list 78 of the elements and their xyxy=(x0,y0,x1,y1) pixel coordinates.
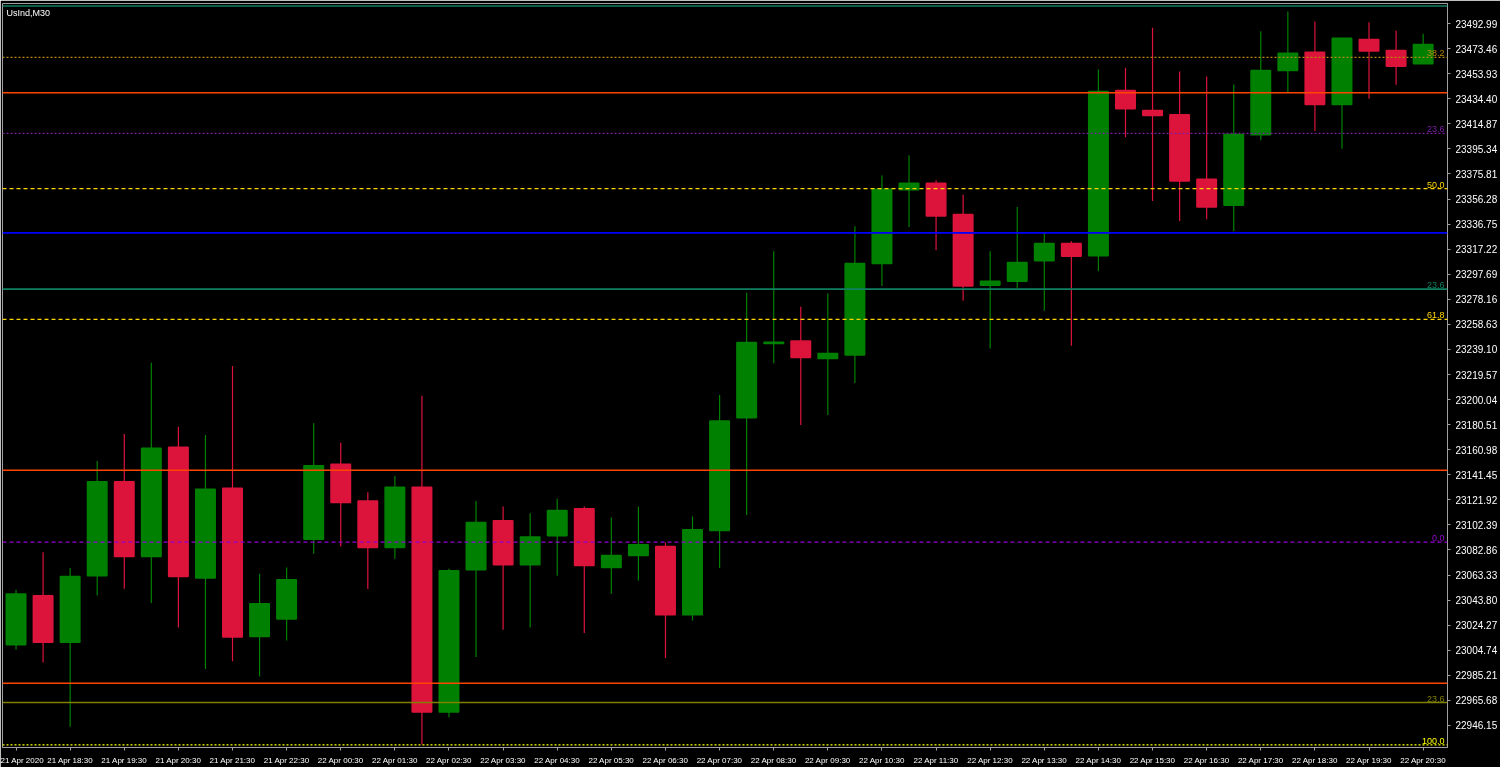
y-tick-label: 23434.40 xyxy=(1455,93,1498,105)
x-tick-label: 22 Apr 11:30 xyxy=(913,755,959,765)
y-tick-label: 23239.10 xyxy=(1455,344,1498,356)
x-tick-label: 22 Apr 08:30 xyxy=(750,755,797,765)
x-tick-label: 22 Apr 10:30 xyxy=(859,755,905,765)
x-tick-label: 22 Apr 20:30 xyxy=(1400,755,1447,765)
y-tick-label: 23063.33 xyxy=(1455,570,1498,582)
y-tick-label: 23043.80 xyxy=(1455,595,1498,607)
y-tick-label: 23141.45 xyxy=(1455,469,1498,481)
y-tick-label: 23258.63 xyxy=(1455,319,1498,331)
y-tick-label: 23317.22 xyxy=(1455,244,1498,256)
y-tick-label: 23356.28 xyxy=(1455,194,1498,206)
x-tick-label: 22 Apr 07:30 xyxy=(696,755,743,765)
y-tick-label: 23375.81 xyxy=(1455,168,1498,180)
candlestick xyxy=(1115,67,1136,138)
y-tick-label: 23395.34 xyxy=(1455,143,1498,155)
annotation: 0.0 xyxy=(1431,533,1445,544)
x-tick-label: 22 Apr 19:30 xyxy=(1346,755,1393,765)
candlestick xyxy=(1060,240,1082,347)
annotation: 23.6 xyxy=(1426,124,1445,135)
y-tick-label: 22946.15 xyxy=(1455,720,1498,732)
x-tick-label: 22 Apr 00:30 xyxy=(317,755,364,765)
annotation: 61.8 xyxy=(1426,310,1445,321)
x-tick-label: 22 Apr 04:30 xyxy=(534,755,581,765)
y-tick-label: 23200.04 xyxy=(1455,394,1498,406)
candlestick xyxy=(1358,21,1380,100)
candlestick xyxy=(763,250,785,364)
candlestick xyxy=(979,250,1001,350)
y-tick-label: 23492.99 xyxy=(1455,18,1498,30)
y-tick-label: 23278.16 xyxy=(1455,294,1498,306)
text: UsInd,M30 xyxy=(6,7,51,18)
y-tick-label: 23414.87 xyxy=(1455,118,1498,130)
annotation: 23.6 xyxy=(1426,280,1445,291)
candlestick xyxy=(1142,27,1164,202)
candlestick xyxy=(1006,206,1028,290)
x-tick-label: 22 Apr 15:30 xyxy=(1129,755,1176,765)
y-tick-label: 23473.46 xyxy=(1455,43,1498,55)
annotation: 50.0 xyxy=(1426,179,1445,190)
candlestick xyxy=(627,505,649,582)
y-tick-label: 22965.68 xyxy=(1455,695,1498,707)
candlestick xyxy=(1385,29,1407,86)
x-tick-label: 22 Apr 02:30 xyxy=(426,755,472,765)
x-tick-label: 21 Apr 19:30 xyxy=(101,755,148,765)
y-tick-label: 23004.74 xyxy=(1455,645,1498,657)
x-tick-label: 22 Apr 18:30 xyxy=(1292,755,1338,765)
y-tick-label: 23297.69 xyxy=(1455,269,1498,281)
x-tick-label: 22 Apr 12:30 xyxy=(967,755,1014,765)
x-tick-label: 22 Apr 01:30 xyxy=(371,755,418,765)
candlestick xyxy=(1033,231,1055,312)
y-tick-label: 23082.86 xyxy=(1455,545,1498,556)
x-tick-label: 21 Apr 22:30 xyxy=(263,755,310,765)
y-tick-label: 22985.21 xyxy=(1455,670,1498,682)
x-tick-label: 22 Apr 17:30 xyxy=(1237,755,1284,765)
x-tick-label: 22 Apr 16:30 xyxy=(1183,755,1230,765)
x-tick-label: 22 Apr 09:30 xyxy=(804,755,851,765)
y-tick-label: 23453.93 xyxy=(1455,68,1498,80)
x-tick-label: 21 Apr 18:30 xyxy=(47,755,94,765)
x-tick-label: 22 Apr 06:30 xyxy=(642,755,689,765)
x-tick-label: 22 Apr 13:30 xyxy=(1021,755,1068,765)
candlestick xyxy=(817,292,839,416)
y-tick-label: 23180.51 xyxy=(1455,419,1498,431)
y-tick-label: 23160.98 xyxy=(1455,444,1498,456)
x-tick-label: 21 Apr 20:30 xyxy=(155,755,202,765)
y-tick-label: 23219.57 xyxy=(1455,369,1498,381)
y-tick-label: 23024.27 xyxy=(1455,620,1498,632)
y-tick-label: 23102.39 xyxy=(1455,519,1498,531)
candlestick xyxy=(1277,10,1299,94)
x-tick-label: 21 Apr 2020 xyxy=(0,755,45,765)
y-tick-label: 23121.92 xyxy=(1455,494,1498,506)
x-tick-label: 22 Apr 05:30 xyxy=(588,755,635,765)
y-tick-label: 23336.75 xyxy=(1455,219,1498,231)
annotation: 100.0 xyxy=(1421,735,1445,746)
x-tick-label: 22 Apr 03:30 xyxy=(480,755,527,765)
candlestick xyxy=(600,517,622,595)
annotation: 23.6 xyxy=(1426,693,1445,704)
x-tick-label: 21 Apr 21:30 xyxy=(209,755,256,765)
candlestick xyxy=(790,306,812,426)
x-tick-label: 22 Apr 14:30 xyxy=(1075,755,1122,765)
